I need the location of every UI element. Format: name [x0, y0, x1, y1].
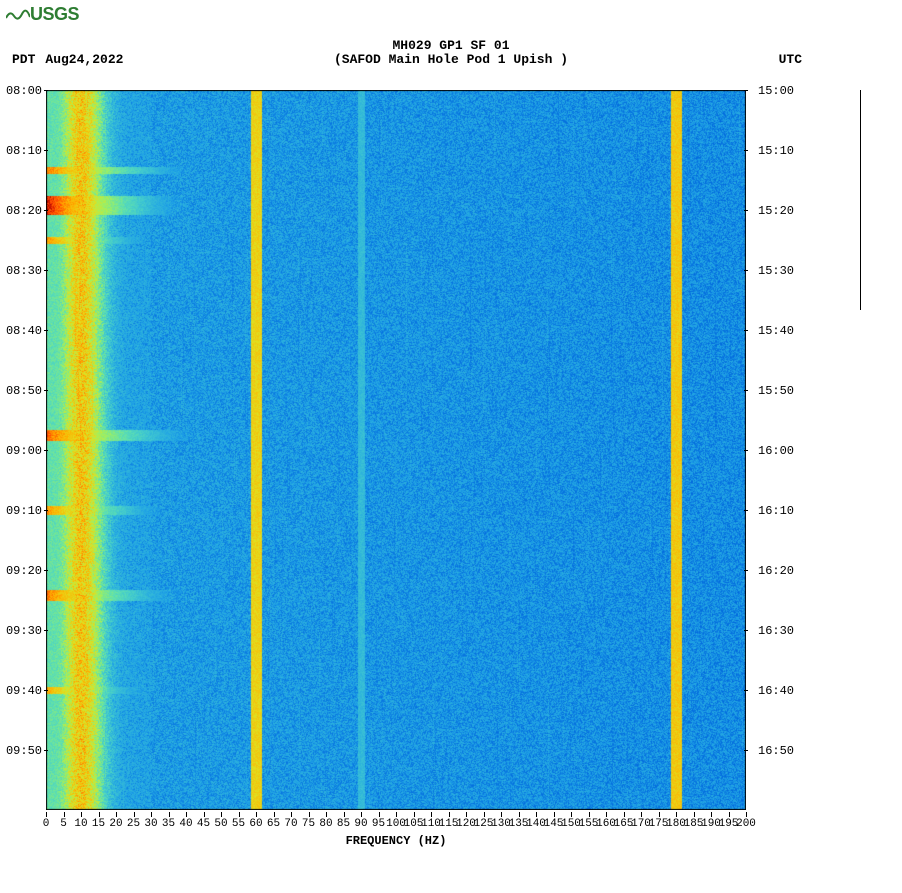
x-tick: 200 [736, 818, 756, 830]
date-label: Aug24,2022 [45, 52, 123, 67]
x-tick: 20 [109, 818, 122, 830]
y-left-tick: 09:30 [0, 624, 42, 638]
y-left-tick: 08:50 [0, 384, 42, 398]
y-left-tick: 08:30 [0, 264, 42, 278]
y-left-tick: 09:10 [0, 504, 42, 518]
x-tick: 85 [337, 818, 350, 830]
y-axis-right: 15:0015:1015:2015:3015:4015:5016:0016:10… [750, 90, 810, 810]
y-left-tick: 08:00 [0, 84, 42, 98]
y-left-tick: 08:10 [0, 144, 42, 158]
x-tick: 45 [197, 818, 210, 830]
chart-subtitle: (SAFOD Main Hole Pod 1 Upish ) [0, 52, 902, 67]
x-tick: 5 [60, 818, 67, 830]
y-right-tick: 16:20 [758, 564, 794, 578]
x-tick: 10 [74, 818, 87, 830]
x-tick: 60 [249, 818, 262, 830]
y-left-tick: 09:50 [0, 744, 42, 758]
side-marker-line [860, 90, 861, 310]
header-left: PDT Aug24,2022 [12, 52, 123, 67]
x-tick: 65 [267, 818, 280, 830]
usgs-logo: USGS [6, 4, 79, 25]
x-tick: 80 [319, 818, 332, 830]
y-axis-left: 08:0008:1008:2008:3008:4008:5009:0009:10… [0, 90, 44, 810]
y-right-tick: 16:00 [758, 444, 794, 458]
y-right-tick: 16:30 [758, 624, 794, 638]
logo-wave-icon [6, 8, 30, 22]
chart-title: MH029 GP1 SF 01 [0, 38, 902, 53]
y-left-tick: 08:20 [0, 204, 42, 218]
x-tick: 15 [92, 818, 105, 830]
x-tick: 95 [372, 818, 385, 830]
y-right-tick: 15:50 [758, 384, 794, 398]
x-axis: 0510152025303540455055606570758085909510… [46, 812, 746, 852]
y-left-tick: 09:20 [0, 564, 42, 578]
tz-right-label: UTC [779, 52, 802, 67]
tz-left-label: PDT [12, 52, 35, 67]
y-right-tick: 15:20 [758, 204, 794, 218]
logo-text: USGS [30, 4, 79, 24]
x-tick: 50 [214, 818, 227, 830]
x-tick: 25 [127, 818, 140, 830]
spectrogram-plot [46, 90, 746, 810]
x-tick: 70 [284, 818, 297, 830]
spectrogram-canvas [46, 90, 746, 810]
x-tick: 75 [302, 818, 315, 830]
y-right-tick: 15:40 [758, 324, 794, 338]
y-right-tick: 16:50 [758, 744, 794, 758]
x-tick: 35 [162, 818, 175, 830]
y-left-tick: 09:40 [0, 684, 42, 698]
y-left-tick: 09:00 [0, 444, 42, 458]
y-right-tick: 15:30 [758, 264, 794, 278]
x-axis-label: FREQUENCY (HZ) [46, 834, 746, 848]
y-right-tick: 15:10 [758, 144, 794, 158]
y-right-tick: 15:00 [758, 84, 794, 98]
y-right-tick: 16:40 [758, 684, 794, 698]
x-tick: 90 [354, 818, 367, 830]
x-tick: 0 [43, 818, 50, 830]
y-right-tick: 16:10 [758, 504, 794, 518]
x-tick: 55 [232, 818, 245, 830]
x-tick: 40 [179, 818, 192, 830]
y-left-tick: 08:40 [0, 324, 42, 338]
x-tick: 30 [144, 818, 157, 830]
